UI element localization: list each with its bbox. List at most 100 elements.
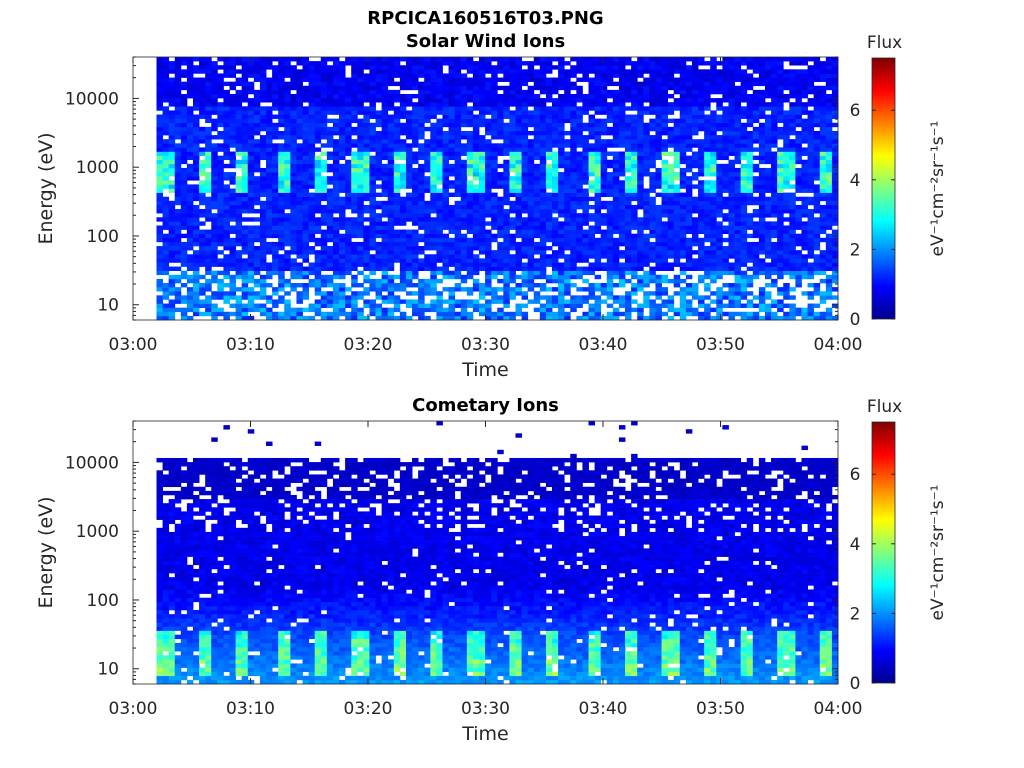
heatmap-cell: [223, 188, 230, 193]
heatmap-cell: [296, 159, 303, 165]
heatmap-cell: [655, 204, 662, 210]
heatmap-cell: [229, 114, 236, 119]
heatmap-cell: [576, 237, 583, 243]
heatmap-cell: [375, 250, 383, 255]
heatmap-cell: [588, 246, 595, 251]
heatmap-cell: [278, 135, 285, 140]
heatmap-cell: [405, 274, 413, 280]
heatmap-cell: [211, 85, 218, 91]
heatmap-cell: [369, 196, 376, 202]
heatmap-cell: [643, 241, 650, 247]
heatmap-cell: [594, 274, 602, 280]
heatmap-cell: [631, 151, 638, 156]
heatmap-cell: [381, 200, 389, 206]
heatmap-cell: [643, 69, 650, 74]
heatmap-cell: [679, 307, 687, 313]
heatmap-cell: [174, 246, 182, 251]
heatmap-cell: [515, 266, 522, 271]
heatmap-cell: [266, 163, 273, 169]
heatmap-cell: [691, 307, 699, 313]
heatmap-cell: [503, 163, 510, 169]
heatmap-cell: [479, 184, 486, 189]
heatmap-cell: [174, 233, 182, 239]
heatmap-cell: [527, 200, 535, 206]
heatmap-cell: [570, 126, 577, 132]
heatmap-cell: [266, 130, 273, 136]
heatmap-cell: [412, 130, 419, 136]
heatmap-cell: [369, 102, 376, 107]
heatmap-cell: [606, 204, 614, 210]
heatmap-cell: [509, 143, 516, 148]
heatmap-cell: [685, 250, 693, 255]
heatmap-cell: [211, 122, 218, 128]
heatmap-cell: [661, 246, 669, 251]
heatmap-cell: [266, 180, 273, 185]
heatmap-cell: [241, 200, 249, 206]
heatmap-cell: [594, 209, 602, 214]
heatmap-cell: [485, 233, 492, 239]
heatmap-cell: [503, 135, 510, 140]
heatmap-cell: [284, 188, 291, 193]
heatmap-cell: [217, 163, 224, 169]
heatmap-cell: [156, 283, 163, 288]
heatmap-cell: [515, 69, 522, 74]
heatmap-cell: [290, 192, 297, 198]
heatmap-cell: [460, 135, 468, 140]
heatmap-cell: [545, 57, 553, 62]
heatmap-cell: [211, 135, 218, 140]
heatmap-cell: [199, 241, 206, 247]
heatmap-cell: [156, 65, 163, 70]
heatmap-cell: [357, 233, 364, 239]
heatmap-cell: [247, 291, 255, 296]
heatmap-cell: [156, 266, 163, 271]
heatmap-cell: [509, 176, 516, 181]
heatmap-cell: [424, 61, 431, 66]
heatmap-cell: [193, 159, 200, 165]
heatmap-cell: [357, 57, 364, 62]
heatmap-cell: [253, 65, 261, 70]
heatmap-cell: [643, 122, 650, 128]
heatmap-cell: [454, 311, 462, 317]
heatmap-cell: [533, 143, 541, 148]
heatmap-cell: [193, 65, 200, 70]
heatmap-cell: [424, 307, 431, 313]
heatmap-cell: [460, 241, 468, 247]
heatmap-cell: [266, 172, 273, 177]
heatmap-cell: [564, 163, 571, 169]
heatmap-cell: [625, 278, 632, 284]
heatmap-cell: [691, 229, 699, 234]
heatmap-cell: [399, 311, 407, 317]
heatmap-cell: [618, 118, 626, 124]
heatmap-cell: [156, 229, 163, 234]
heatmap-cell: [667, 73, 675, 78]
heatmap-cell: [436, 213, 443, 218]
heatmap-cell: [314, 130, 322, 136]
heatmap-cell: [320, 303, 328, 308]
heatmap-cell: [479, 311, 486, 317]
heatmap-cell: [272, 102, 279, 107]
heatmap-cell: [594, 229, 602, 234]
heatmap-cell: [655, 180, 662, 185]
heatmap-cell: [655, 291, 662, 296]
heatmap-cell: [539, 246, 547, 251]
heatmap-cell: [594, 155, 602, 161]
heatmap-cell: [345, 241, 352, 247]
heatmap-cell: [393, 221, 401, 226]
heatmap-cell: [339, 311, 346, 317]
heatmap-cell: [369, 110, 376, 115]
heatmap-cell: [527, 258, 535, 263]
heatmap-cell: [235, 262, 243, 267]
heatmap-cell: [223, 163, 230, 169]
heatmap-cell: [582, 167, 589, 173]
heatmap-cell: [332, 196, 340, 202]
heatmap-cell: [612, 258, 620, 263]
heatmap-cell: [679, 65, 687, 70]
heatmap-cell: [649, 270, 656, 276]
heatmap-cell: [448, 180, 456, 185]
heatmap-cell: [643, 200, 650, 206]
heatmap-cell: [186, 106, 194, 111]
heatmap-cell: [369, 176, 376, 181]
heatmap-cell: [588, 89, 595, 95]
heatmap-cell: [381, 237, 389, 243]
heatmap-cell: [393, 180, 401, 185]
